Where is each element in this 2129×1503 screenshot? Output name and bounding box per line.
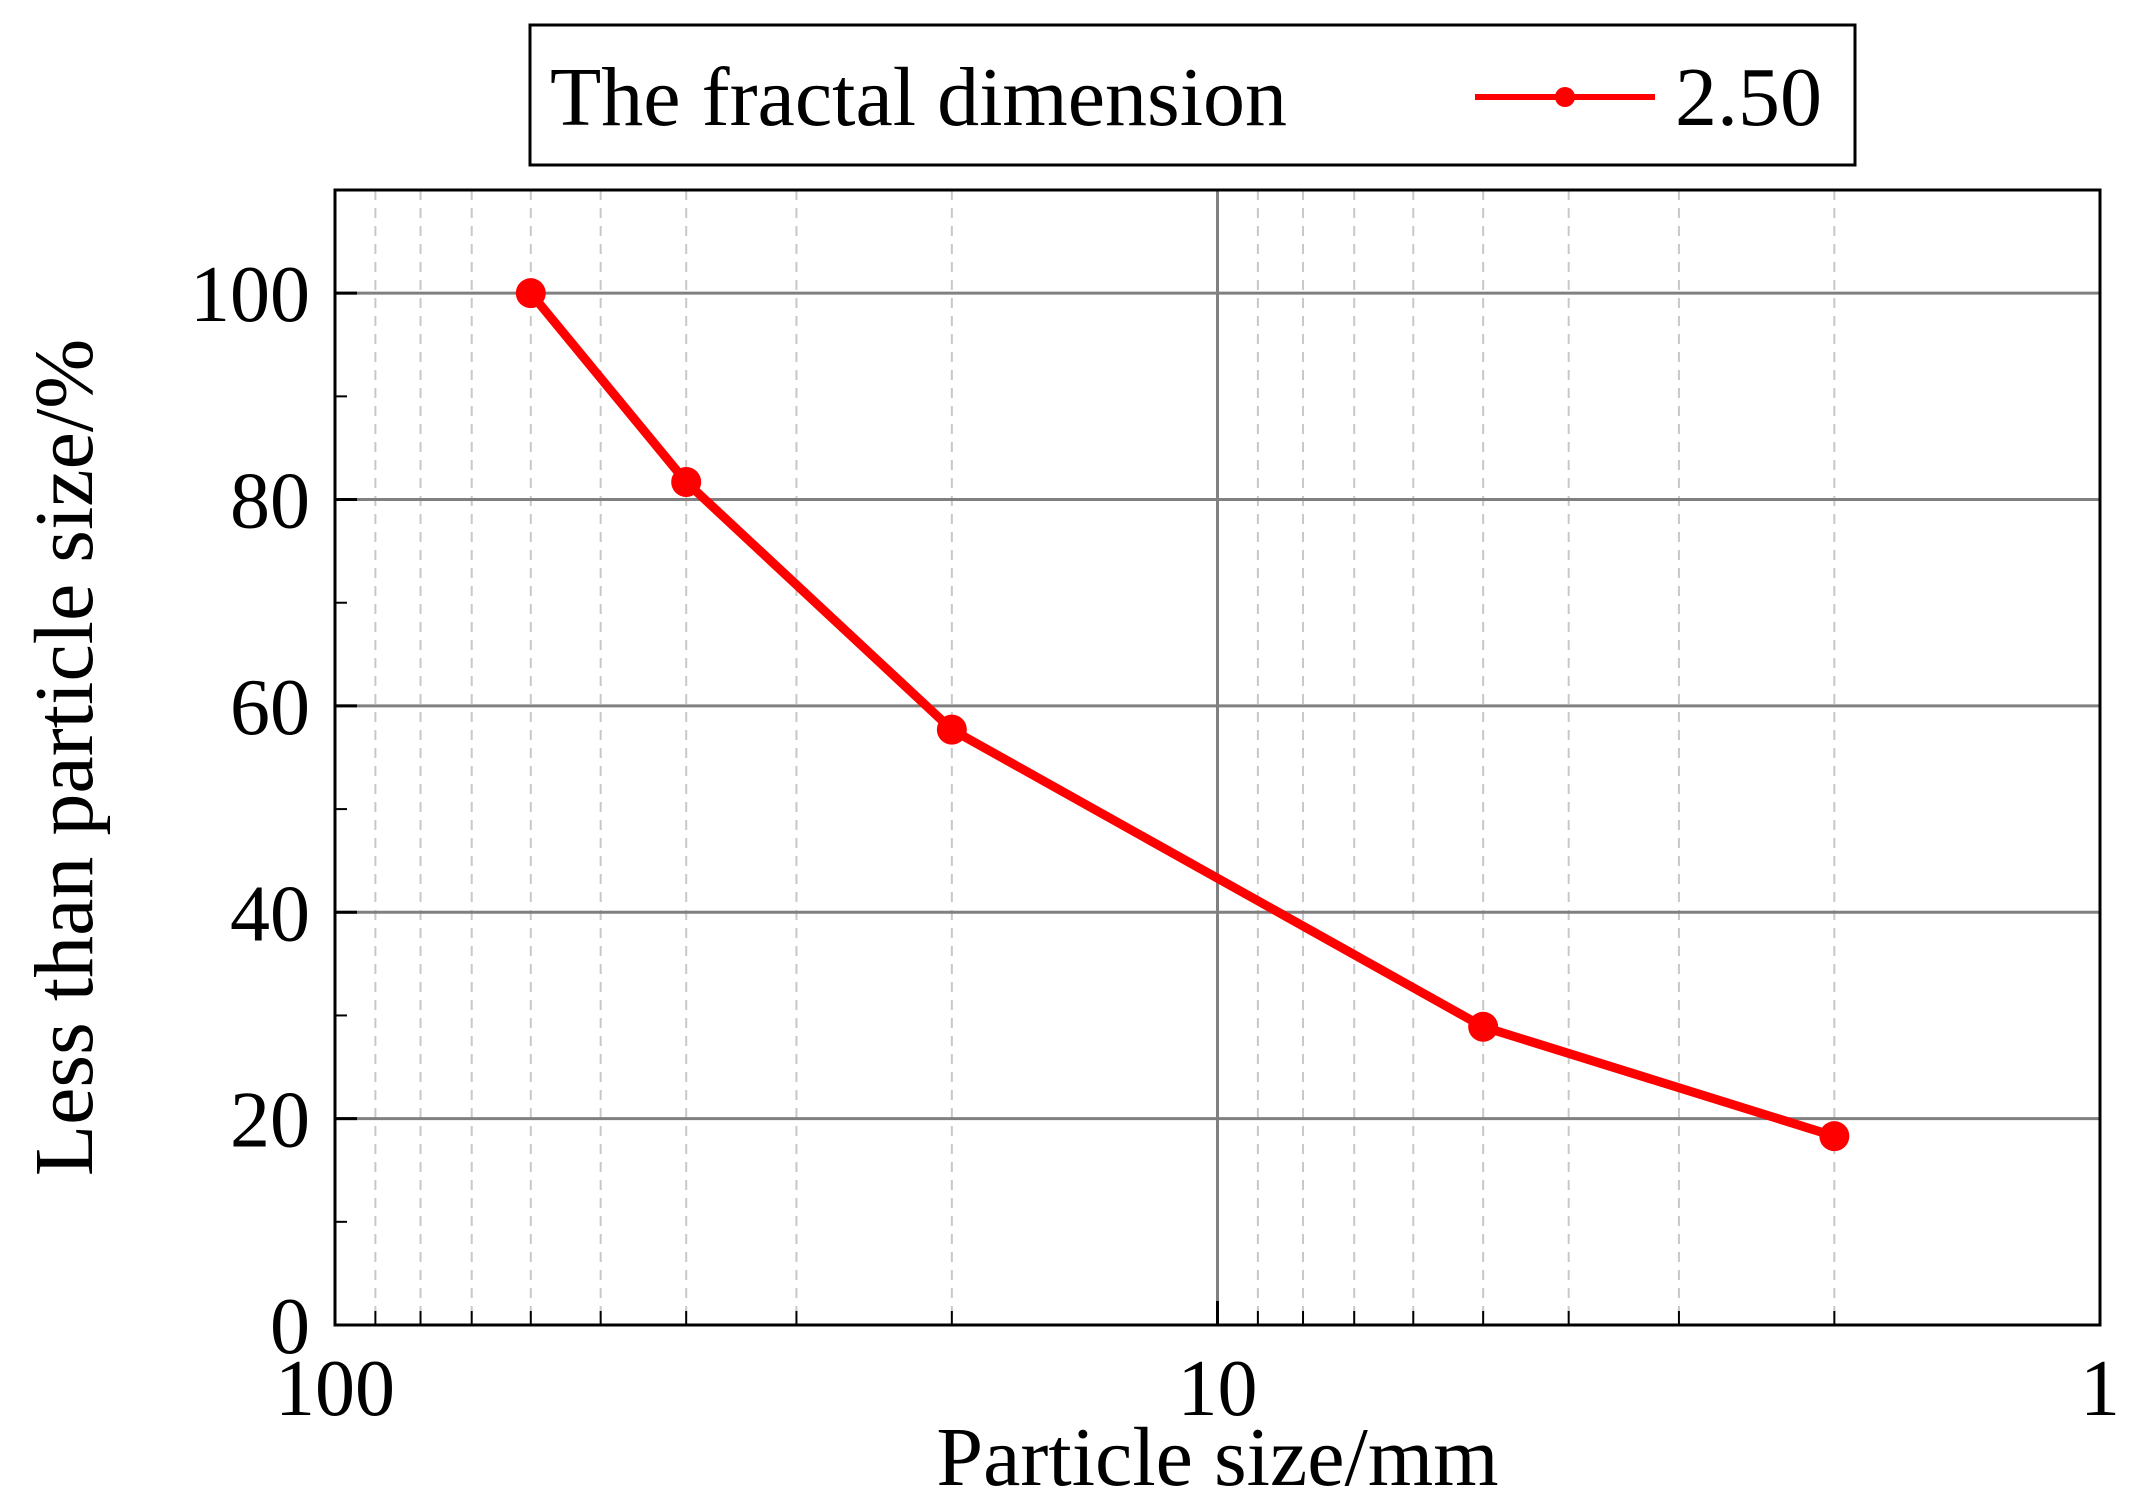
legend-series-label: 2.50 xyxy=(1675,51,1822,144)
y-axis-label: Less than particle size/% xyxy=(18,339,111,1176)
minor-gridlines xyxy=(374,190,1836,1325)
axis-ticks xyxy=(333,291,2102,1327)
series-line xyxy=(527,290,1836,1141)
legend-title: The fractal dimension xyxy=(550,51,1287,144)
y-tick-labels: 0 20 40 60 80 100 xyxy=(190,251,310,1371)
y-tick-label: 0 xyxy=(270,1283,310,1371)
data-point xyxy=(671,467,702,498)
y-tick-label: 40 xyxy=(230,870,310,958)
x-tick-label: 10 xyxy=(1178,1345,1258,1433)
major-gridlines xyxy=(335,190,2100,1325)
x-tick-label: 100 xyxy=(275,1345,395,1433)
data-point xyxy=(936,714,967,745)
y-tick-label: 80 xyxy=(230,458,310,546)
series-layer xyxy=(515,278,1850,1152)
legend: The fractal dimension 2.50 xyxy=(528,23,1857,167)
x-tick-labels: 100 10 1 xyxy=(275,1345,2120,1433)
data-point xyxy=(1819,1121,1850,1152)
y-tick-label: 60 xyxy=(230,664,310,752)
legend-marker-sample xyxy=(1555,87,1575,107)
data-point xyxy=(1468,1011,1499,1042)
y-tick-label: 100 xyxy=(190,251,310,339)
x-tick-label: 1 xyxy=(2080,1345,2120,1433)
x-axis-label: Particle size/mm xyxy=(936,1411,1498,1503)
data-point xyxy=(515,278,546,309)
y-tick-label: 20 xyxy=(230,1077,310,1165)
